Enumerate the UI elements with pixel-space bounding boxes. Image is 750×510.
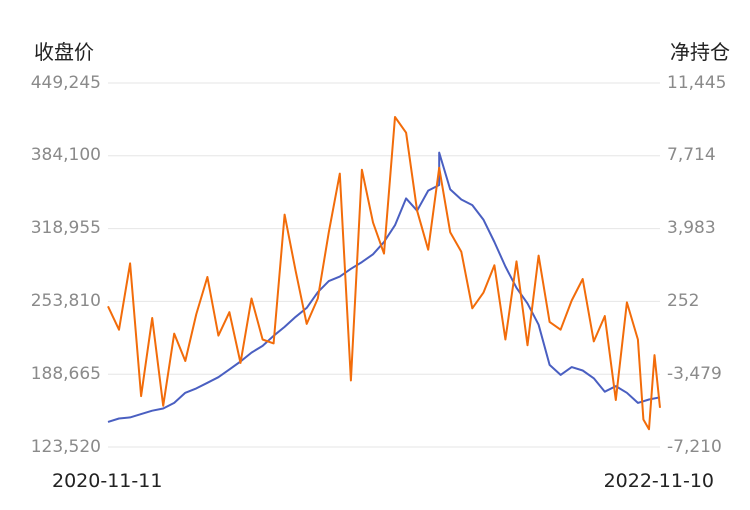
y-tick-left: 253,810 bbox=[30, 291, 101, 311]
y-tick-left: 449,245 bbox=[30, 73, 101, 93]
series-line-left-axis bbox=[107, 151, 661, 423]
y-tick-right: 11,445 bbox=[667, 73, 727, 93]
left-axis-title: 收盘价 bbox=[34, 40, 94, 64]
y-tick-right: 252 bbox=[667, 291, 700, 311]
y-tick-left: 318,955 bbox=[30, 218, 101, 238]
y-tick-right: -3,479 bbox=[667, 364, 722, 384]
gridlines bbox=[108, 82, 660, 448]
y-tick-left: 123,520 bbox=[30, 437, 101, 457]
x-tick-start: 2020-11-11 bbox=[52, 470, 163, 492]
y-tick-left: 188,665 bbox=[30, 364, 101, 384]
x-tick-end: 2022-11-10 bbox=[603, 470, 714, 492]
y-tick-right: 3,983 bbox=[667, 218, 716, 238]
y-tick-right: -7,210 bbox=[667, 437, 722, 457]
right-axis-title: 净持仓 bbox=[670, 40, 730, 64]
y-tick-right: 7,714 bbox=[667, 145, 716, 165]
series-line-right-axis bbox=[107, 116, 661, 431]
y-tick-left: 384,100 bbox=[30, 145, 101, 165]
series-lines bbox=[107, 116, 661, 431]
